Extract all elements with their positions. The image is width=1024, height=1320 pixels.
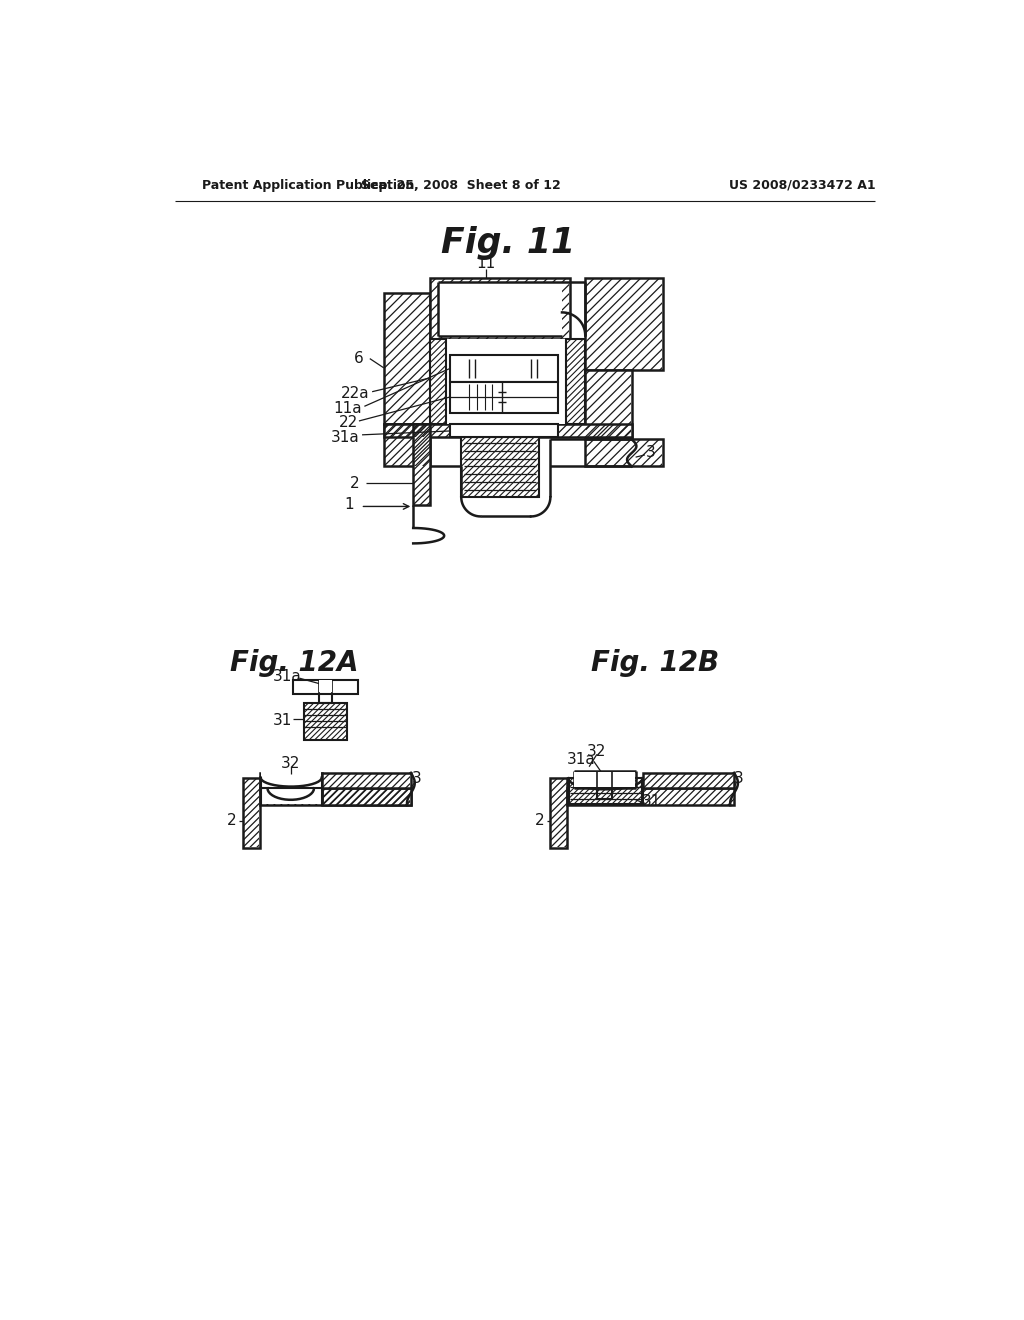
Bar <box>430 339 445 424</box>
Text: Fig. 12B: Fig. 12B <box>591 648 719 677</box>
Bar <box>586 440 663 466</box>
Bar <box>586 370 632 440</box>
Bar <box>430 277 569 339</box>
Text: Patent Application Publication: Patent Application Publication <box>202 178 414 191</box>
Bar <box>643 774 734 788</box>
Bar <box>574 772 635 788</box>
Bar <box>293 680 358 693</box>
Text: 11a: 11a <box>334 401 362 416</box>
Text: 6: 6 <box>354 351 364 366</box>
Bar <box>260 774 322 788</box>
Text: 11: 11 <box>476 256 496 272</box>
Text: 2: 2 <box>227 813 237 828</box>
Bar <box>566 339 586 424</box>
Bar <box>450 355 558 381</box>
Bar <box>461 437 539 498</box>
Bar <box>586 277 663 370</box>
Text: US 2008/0233472 A1: US 2008/0233472 A1 <box>729 178 876 191</box>
Bar <box>414 424 430 506</box>
Bar <box>319 680 332 692</box>
Bar <box>243 779 260 847</box>
Bar <box>438 281 562 335</box>
Text: 31: 31 <box>641 793 660 809</box>
Text: 2: 2 <box>350 475 359 491</box>
Bar <box>568 779 643 804</box>
Bar <box>260 772 321 789</box>
Text: Sep. 25, 2008  Sheet 8 of 12: Sep. 25, 2008 Sheet 8 of 12 <box>361 178 561 191</box>
Bar <box>260 788 411 805</box>
Text: 3: 3 <box>413 771 422 785</box>
Text: 32: 32 <box>587 743 606 759</box>
Text: 3: 3 <box>646 445 656 461</box>
Text: 31: 31 <box>273 713 293 729</box>
Bar <box>450 424 558 437</box>
Text: 32: 32 <box>281 756 300 771</box>
Bar <box>430 339 586 424</box>
Text: 2: 2 <box>535 813 545 828</box>
Bar <box>569 779 642 804</box>
Bar <box>260 777 322 804</box>
Text: 31a: 31a <box>567 751 596 767</box>
Bar <box>304 702 347 739</box>
Text: 1: 1 <box>344 498 353 512</box>
Bar <box>550 779 567 847</box>
Bar <box>322 788 411 805</box>
Text: 31a: 31a <box>272 669 301 684</box>
Text: 31a: 31a <box>331 429 359 445</box>
Text: 3: 3 <box>734 771 743 785</box>
Text: 22: 22 <box>339 414 357 430</box>
Text: Fig. 12A: Fig. 12A <box>230 648 358 677</box>
Bar <box>322 774 411 788</box>
Bar <box>384 293 430 424</box>
Text: 31: 31 <box>506 478 525 494</box>
Bar <box>384 424 430 466</box>
Bar <box>384 424 632 437</box>
Text: Fig. 11: Fig. 11 <box>440 226 574 260</box>
Bar <box>567 788 734 805</box>
Text: 22a: 22a <box>341 385 370 401</box>
Bar <box>450 381 558 412</box>
